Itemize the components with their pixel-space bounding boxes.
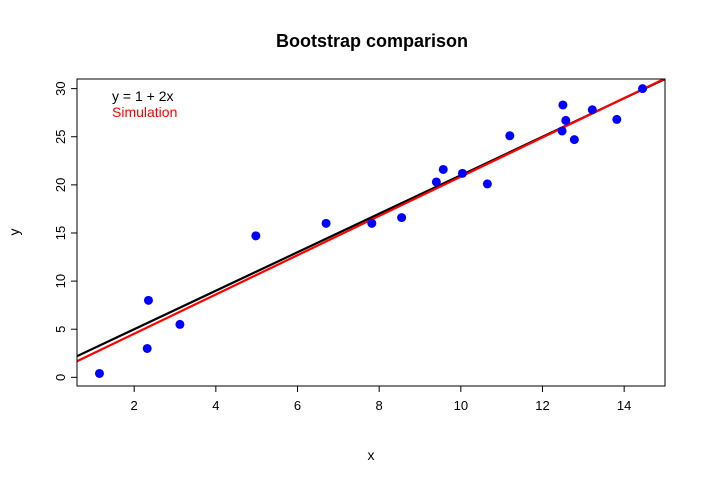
data-point [482, 179, 492, 189]
data-point [431, 177, 441, 187]
y-axis-label: y [6, 229, 22, 236]
data-point [251, 231, 261, 241]
data-point [321, 218, 331, 228]
y-tick-label: 30 [53, 81, 68, 95]
legend-entry-1: Simulation [112, 104, 177, 120]
x-tick-label: 14 [617, 398, 631, 413]
x-tick-label: 10 [454, 398, 468, 413]
data-point [561, 115, 571, 125]
data-point [175, 319, 185, 329]
data-point [612, 114, 622, 124]
data-point [457, 168, 467, 178]
y-axis: 0 5 10 15 20 25 30 [53, 81, 77, 381]
x-tick-label: 12 [535, 398, 549, 413]
y-tick-label: 5 [53, 326, 68, 333]
data-point [94, 368, 104, 378]
x-tick-label: 2 [131, 398, 138, 413]
x-axis: 2 4 6 8 10 12 14 [131, 386, 631, 413]
data-point [367, 218, 377, 228]
data-point [142, 343, 152, 353]
y-tick-label: 0 [53, 374, 68, 381]
chart-title: Bootstrap comparison [276, 31, 468, 51]
data-point [557, 126, 567, 136]
y-tick-label: 10 [53, 274, 68, 288]
x-tick-label: 6 [294, 398, 301, 413]
data-point [569, 135, 579, 145]
data-point [638, 84, 648, 94]
y-tick-label: 20 [53, 178, 68, 192]
data-point [397, 213, 407, 223]
y-tick-label: 25 [53, 130, 68, 144]
legend-entry-0: y = 1 + 2x [112, 88, 173, 104]
data-point [505, 131, 515, 141]
data-point [143, 295, 153, 305]
x-tick-label: 8 [376, 398, 383, 413]
data-point [558, 100, 568, 110]
x-tick-label: 4 [212, 398, 219, 413]
plot-frame [76, 78, 666, 387]
data-point [438, 164, 448, 174]
x-axis-label: x [368, 447, 375, 463]
data-point [587, 105, 597, 115]
plot-area [77, 79, 665, 378]
y-tick-label: 15 [53, 226, 68, 240]
